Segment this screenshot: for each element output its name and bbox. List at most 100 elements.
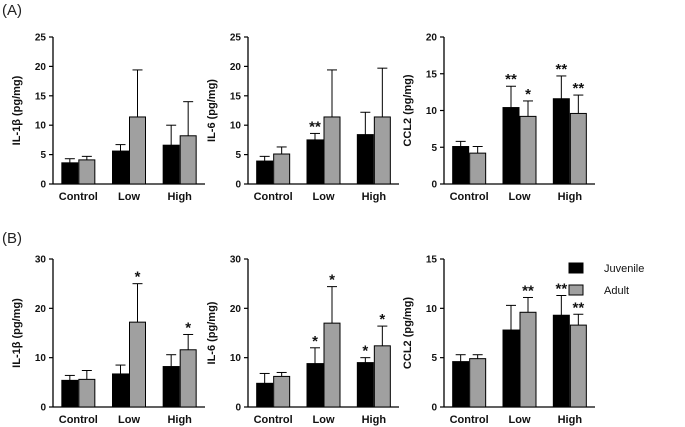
- y-tick-label: 5: [235, 150, 241, 161]
- bar-juvenile-low: [306, 139, 324, 185]
- bar-adult-control: [78, 378, 96, 408]
- significance-marker: *: [362, 343, 368, 360]
- x-tick-label: Control: [254, 414, 293, 426]
- bar-adult-low: [129, 116, 146, 185]
- y-tick-label: 5: [431, 143, 437, 154]
- bar-juvenile-control: [256, 160, 274, 185]
- chart-6: 0 5 10 15 CCL2 (pg/mg) Control Low ** High ** **: [402, 255, 595, 426]
- bar-juvenile-control: [256, 382, 274, 408]
- x-tick-label: Control: [450, 191, 489, 203]
- bar-juvenile-low: [112, 150, 129, 185]
- x-tick-label: Control: [59, 191, 98, 203]
- y-axis-label: IL-6 (pg/mg): [206, 79, 218, 142]
- x-tick-label: High: [558, 414, 583, 426]
- bar-juvenile-high: [162, 366, 180, 408]
- y-tick-label: 0: [431, 180, 437, 191]
- bar-adult-control: [469, 152, 487, 185]
- significance-marker: **: [555, 281, 567, 298]
- bar-adult-high: [569, 112, 587, 185]
- y-axis-label: IL-1β (pg/mg): [11, 298, 23, 368]
- bar-adult-control: [273, 375, 291, 408]
- bar-adult-high: [373, 345, 391, 408]
- y-tick-label: 10: [230, 353, 242, 364]
- bar-juvenile-control: [452, 361, 470, 408]
- y-tick-label: 15: [35, 91, 47, 102]
- y-tick-label: 20: [426, 33, 438, 44]
- x-tick-label: Control: [450, 414, 489, 426]
- bar-juvenile-high: [162, 144, 180, 185]
- chart-4: 0 10 20 30 IL-1β (pg/mg) Control Low * High *: [11, 255, 205, 426]
- plots-group: 0 5 10 15 20 25 IL-1β (pg/mg) Control Low High 0 5 1…: [11, 33, 595, 426]
- chart-2: 0 5 10 15 20 25 IL-6 (pg/mg) Control Low ** High: [206, 33, 399, 203]
- y-tick-label: 5: [40, 150, 46, 161]
- x-tick-label: Low: [509, 414, 531, 426]
- y-tick-label: 15: [426, 69, 438, 80]
- legend-swatch-adult: [568, 284, 584, 296]
- x-tick-label: Low: [509, 191, 531, 203]
- legend-label-adult: Adult: [604, 285, 629, 297]
- significance-marker: *: [379, 311, 385, 328]
- bar-adult-high: [569, 324, 587, 408]
- bar-juvenile-high: [356, 134, 374, 185]
- significance-marker: **: [572, 80, 584, 97]
- chart-5: 0 10 20 30 IL-6 (pg/mg) Control Low * * High * *: [206, 255, 399, 426]
- bar-adult-low: [323, 116, 341, 185]
- panel-label-a: (A): [2, 2, 22, 19]
- bar-adult-low: [323, 322, 341, 408]
- significance-marker: **: [309, 118, 321, 135]
- y-tick-label: 10: [426, 106, 438, 117]
- y-tick-label: 10: [35, 121, 47, 132]
- bar-juvenile-control: [452, 146, 470, 185]
- legend-swatch-juvenile: [568, 262, 584, 274]
- bar-adult-control: [469, 358, 487, 408]
- bar-adult-high: [179, 135, 197, 185]
- bar-juvenile-high: [356, 362, 374, 408]
- y-tick-label: 25: [35, 33, 47, 44]
- bar-adult-low: [129, 321, 146, 408]
- y-tick-label: 15: [230, 91, 242, 102]
- x-tick-label: Control: [59, 414, 98, 426]
- bar-juvenile-low: [502, 107, 520, 185]
- bar-adult-low: [519, 115, 537, 185]
- bar-juvenile-high: [552, 98, 570, 185]
- bar-adult-control: [273, 153, 291, 185]
- significance-marker: *: [185, 319, 191, 336]
- y-tick-label: 0: [431, 403, 437, 414]
- y-tick-label: 10: [426, 304, 438, 315]
- y-tick-label: 30: [35, 255, 47, 266]
- legend: Juvenile Adult: [568, 262, 644, 297]
- y-tick-label: 20: [35, 62, 47, 73]
- x-tick-label: High: [167, 191, 192, 203]
- x-tick-label: High: [558, 191, 583, 203]
- bar-adult-high: [373, 116, 391, 185]
- significance-marker: **: [522, 282, 534, 299]
- y-tick-label: 0: [235, 180, 241, 191]
- y-tick-label: 25: [230, 33, 242, 44]
- y-axis-label: CCL2 (pg/mg): [402, 74, 414, 146]
- x-tick-label: High: [167, 414, 192, 426]
- x-tick-label: Low: [313, 191, 335, 203]
- y-tick-label: 5: [431, 353, 437, 364]
- chart-1: 0 5 10 15 20 25 IL-1β (pg/mg) Control Low High: [11, 33, 205, 203]
- bar-juvenile-low: [502, 329, 520, 408]
- x-tick-label: Low: [118, 414, 140, 426]
- y-tick-label: 0: [40, 403, 46, 414]
- significance-marker: *: [525, 86, 531, 103]
- y-axis-label: IL-6 (pg/mg): [206, 301, 218, 364]
- y-tick-label: 0: [235, 403, 241, 414]
- significance-marker: **: [572, 299, 584, 316]
- significance-marker: *: [312, 333, 318, 350]
- x-tick-label: Control: [254, 191, 293, 203]
- bar-adult-control: [78, 159, 96, 185]
- significance-marker: *: [329, 272, 335, 289]
- significance-marker: **: [505, 71, 517, 88]
- bar-adult-high: [179, 349, 197, 408]
- y-tick-label: 15: [426, 255, 438, 266]
- y-tick-label: 20: [35, 304, 47, 315]
- y-tick-label: 10: [230, 121, 242, 132]
- x-tick-label: Low: [118, 191, 140, 203]
- y-axis-label: CCL2 (pg/mg): [402, 297, 414, 369]
- x-tick-label: Low: [313, 414, 335, 426]
